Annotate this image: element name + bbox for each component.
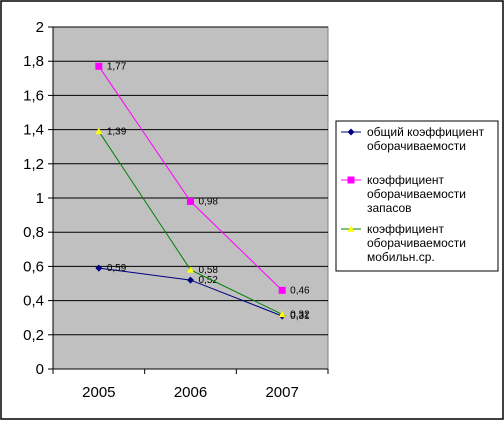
legend-label-3: коэффициент	[367, 222, 445, 236]
legend-marker-3	[347, 225, 355, 232]
legend-marker-2	[347, 176, 355, 184]
legend-label-2: оборачиваемости	[367, 187, 466, 201]
data-label-series-1: 0,31	[290, 311, 310, 322]
y-tick-label: 0,6	[23, 258, 44, 275]
y-tick-label: 1,6	[23, 87, 44, 104]
data-point-series-3	[95, 127, 103, 135]
legend-label-3: мобильн.ср.	[367, 250, 435, 264]
x-tick-label: 2005	[82, 384, 115, 401]
data-label-series-2: 1,77	[107, 61, 127, 72]
legend-label-1: оборачиваемости	[367, 139, 466, 153]
legend-box	[335, 120, 499, 272]
legend-label-2: коэффициент	[367, 173, 445, 187]
data-point-series-3	[187, 266, 194, 273]
data-point-series-1	[187, 276, 194, 284]
legend-label-2: запасов	[367, 201, 412, 215]
data-point-series-2	[95, 62, 103, 70]
legend-label-3: оборачиваемости	[367, 236, 466, 250]
y-tick-label: 0,4	[23, 293, 44, 310]
data-point-series-3	[278, 310, 286, 318]
data-label-series-2: 0,98	[199, 196, 219, 207]
data-label-series-1: 0,59	[107, 263, 127, 274]
legend-label-1: общий коэффициент	[367, 125, 485, 139]
y-tick-label: 2	[36, 19, 44, 36]
x-tick-label: 2007	[265, 384, 298, 401]
data-label-series-3: 0,32	[290, 309, 310, 320]
y-tick-label: 0,2	[23, 327, 44, 344]
y-tick-label: 1,2	[23, 156, 44, 173]
y-tick-label: 1,8	[23, 53, 44, 70]
y-tick-label: 1	[36, 190, 44, 207]
data-label-series-1: 0,52	[199, 275, 219, 286]
data-label-series-2: 0,46	[290, 285, 310, 296]
data-point-series-2	[187, 197, 194, 205]
y-tick-label: 0,8	[23, 224, 44, 241]
data-point-series-1	[95, 264, 103, 272]
y-tick-label: 0	[36, 361, 44, 378]
data-label-series-3: 1,39	[107, 126, 127, 137]
legend-marker-1	[347, 128, 355, 136]
data-label-series-3: 0,58	[199, 265, 219, 276]
y-tick-label: 1,4	[23, 122, 44, 139]
x-tick-label: 2006	[174, 384, 207, 401]
data-point-series-2	[278, 286, 286, 294]
